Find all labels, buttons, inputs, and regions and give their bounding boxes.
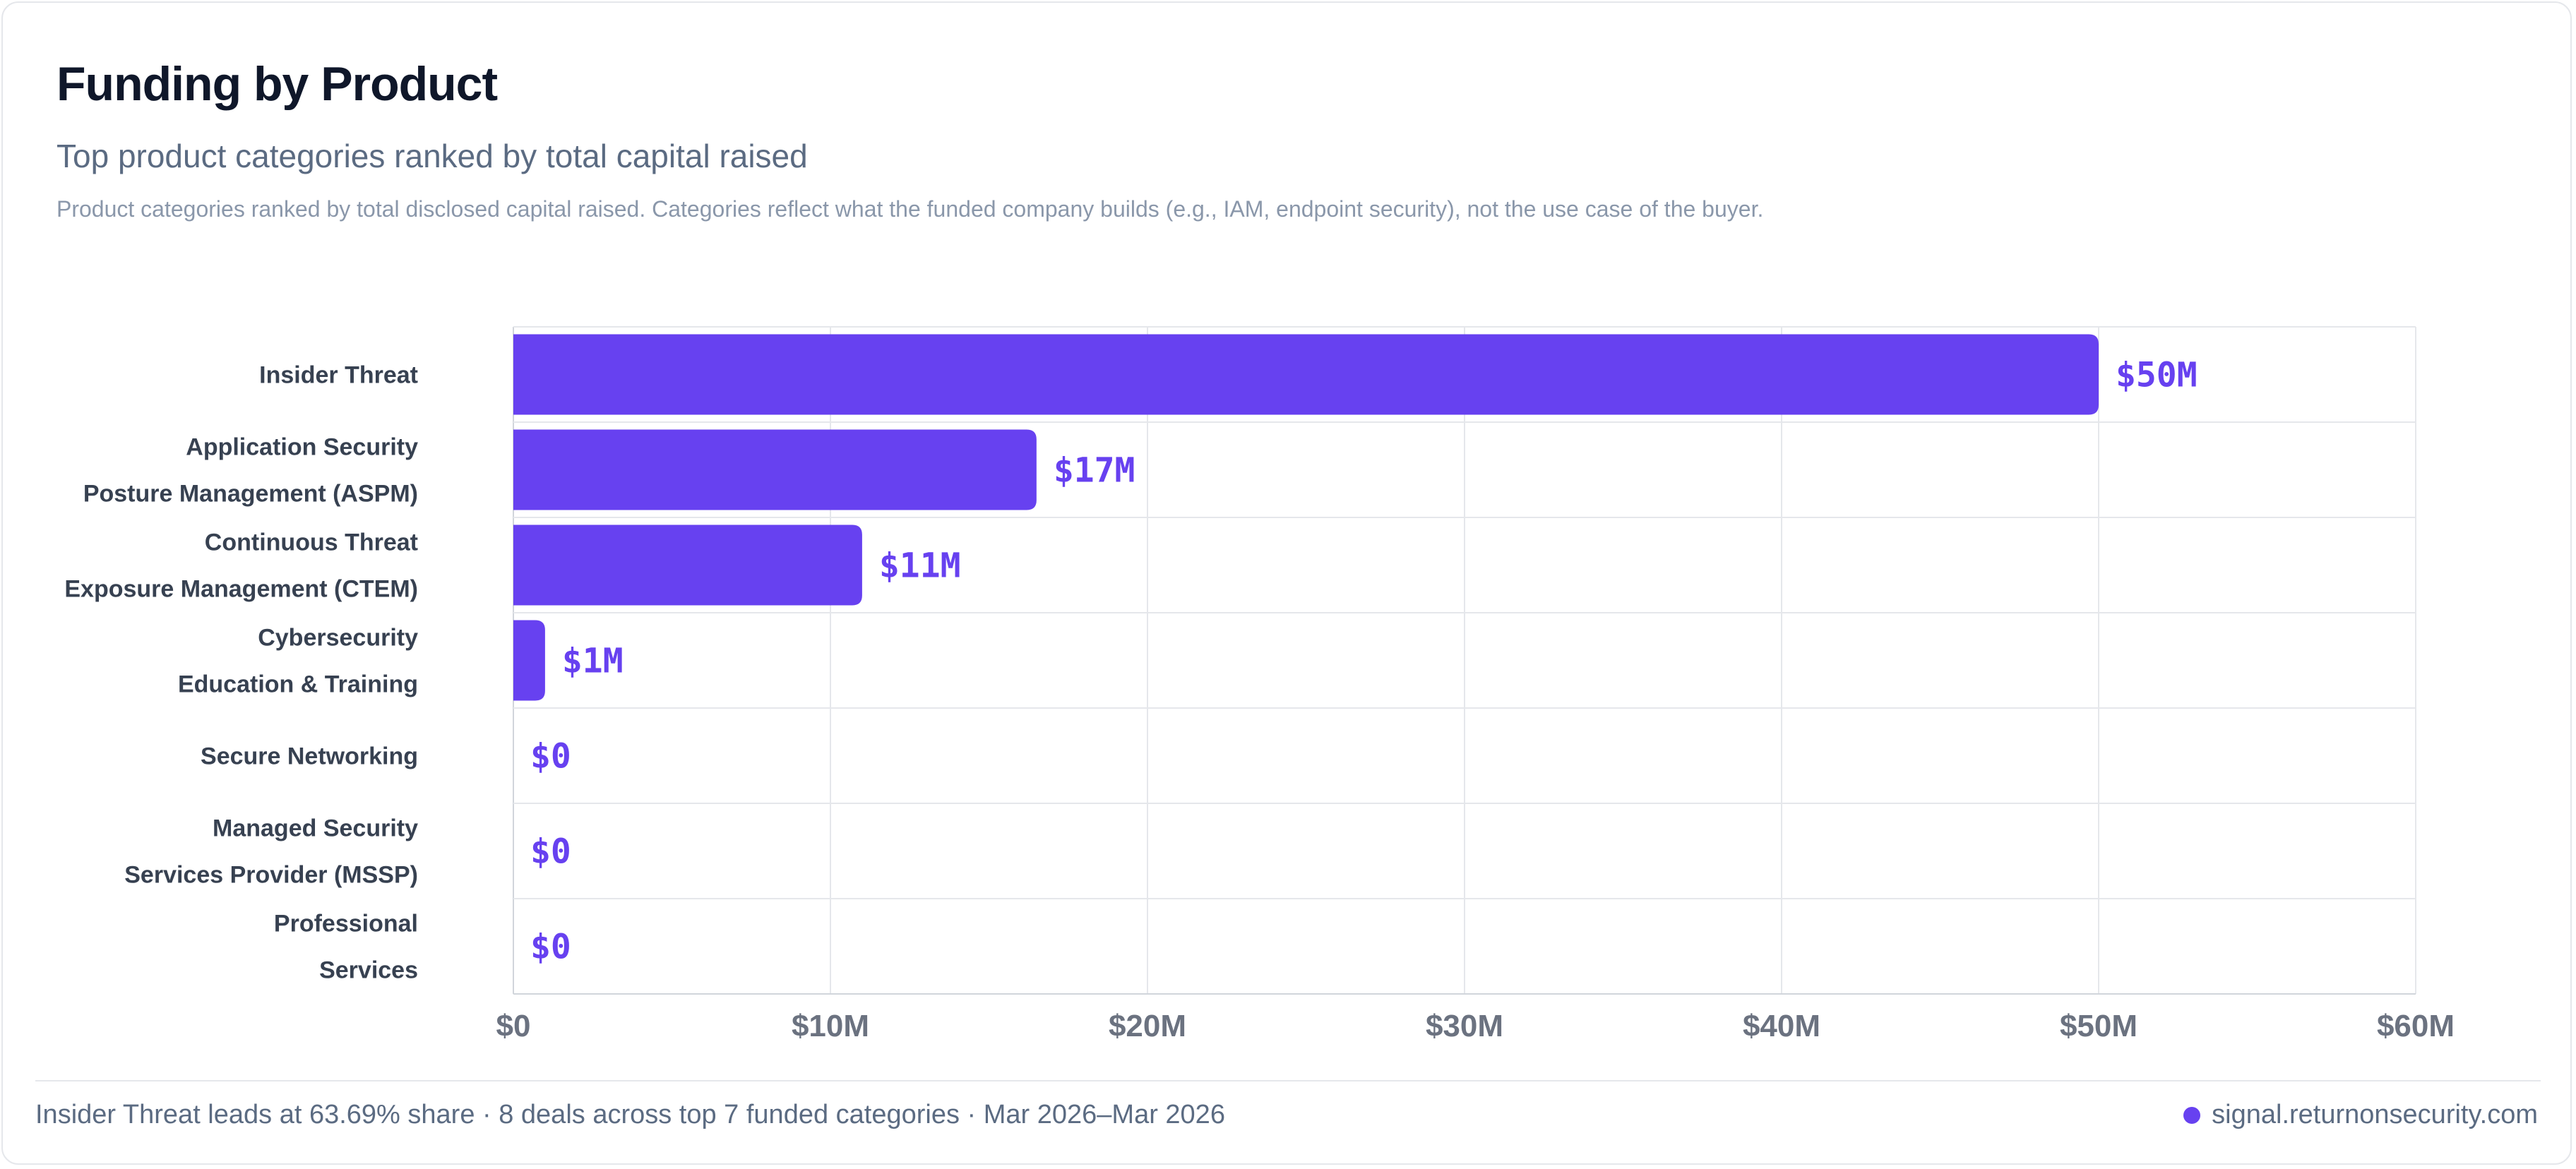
brand-dot-icon	[2183, 1106, 2201, 1124]
y-category-label: Professional	[274, 911, 418, 937]
x-tick-label: $60M	[2377, 1009, 2455, 1043]
footer-divider	[35, 1080, 2541, 1081]
y-category-label: Services	[319, 957, 418, 984]
bar[interactable]	[513, 429, 1037, 510]
y-category-label: Insider Threat	[259, 362, 418, 389]
x-tick-label: $30M	[1426, 1009, 1503, 1043]
chart-bars	[513, 334, 2099, 701]
y-category-label: Cybersecurity	[258, 625, 418, 652]
chart-title: Funding by Product	[56, 57, 498, 111]
bar-value-label: $50M	[2116, 356, 2198, 395]
bar[interactable]	[513, 524, 862, 606]
x-tick-label: $50M	[2060, 1009, 2137, 1043]
bar-value-label: $17M	[1054, 451, 1135, 491]
bar-chart: $0 $10M $20M $30M $40M $50M $60M $50M Insider Th…	[64, 326, 2455, 1044]
bar-value-label: $0	[530, 832, 571, 872]
chart-subtitle: Top product categories ranked by total c…	[56, 138, 808, 174]
bar[interactable]	[513, 334, 2099, 415]
y-category-label: Application Security	[186, 434, 418, 461]
chart-labels: $0 $10M $20M $30M $40M $50M $60M $50M Insider Th…	[64, 356, 2455, 1044]
bar-value-label: $0	[530, 928, 571, 967]
chart-description: Product categories ranked by total discl…	[56, 196, 1764, 222]
footer-source-link[interactable]: signal.returnonsecurity.com	[2212, 1100, 2538, 1129]
y-category-label: Continuous Threat	[205, 529, 418, 556]
x-tick-label: $10M	[792, 1009, 869, 1043]
y-category-label: Posture Management (ASPM)	[83, 481, 418, 508]
footer-source[interactable]: signal.returnonsecurity.com	[2183, 1100, 2538, 1130]
x-tick-label: $40M	[1743, 1009, 1820, 1043]
bar-value-label: $1M	[562, 642, 624, 681]
x-tick-label: $20M	[1109, 1009, 1186, 1043]
y-category-label: Exposure Management (CTEM)	[64, 576, 418, 603]
y-category-label: Education & Training	[178, 671, 418, 698]
bar-value-label: $0	[530, 737, 571, 777]
chart-grid	[513, 326, 2416, 995]
y-category-label: Secure Networking	[201, 743, 418, 770]
bar[interactable]	[513, 620, 545, 701]
x-tick-label: $0	[496, 1009, 531, 1043]
footer-summary: Insider Threat leads at 63.69% share · 8…	[35, 1100, 1225, 1129]
y-category-label: Services Provider (MSSP)	[124, 862, 418, 889]
y-category-label: Managed Security	[213, 815, 418, 842]
bar-value-label: $11M	[879, 546, 961, 586]
